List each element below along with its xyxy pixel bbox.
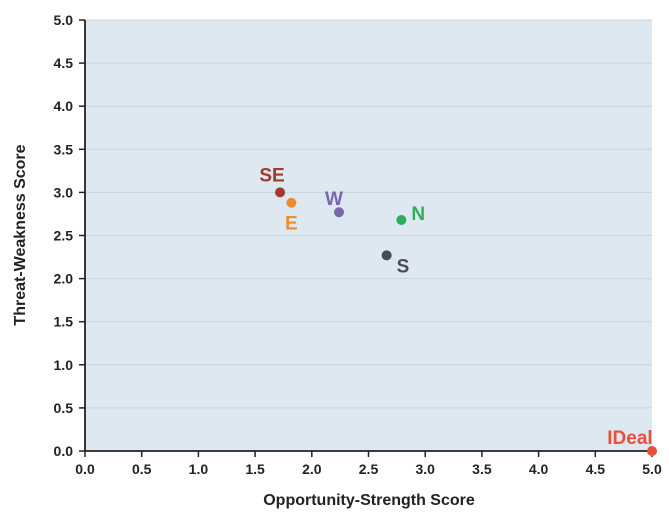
y-tick-labels: 0.0 0.5 1.0 1.5 2.0 2.5 3.0 3.5 4.0 4.5 5.0 bbox=[54, 12, 74, 459]
y-tick-label: 4.0 bbox=[54, 98, 74, 114]
y-tick-label: 1.0 bbox=[54, 357, 74, 373]
y-tick-label: 2.5 bbox=[54, 228, 74, 244]
point-label-n: N bbox=[411, 204, 425, 225]
point-label-w: W bbox=[325, 189, 343, 210]
x-tick-label: 4.5 bbox=[586, 461, 606, 477]
point-ideal bbox=[647, 446, 657, 456]
x-tick-label: 3.5 bbox=[472, 461, 492, 477]
y-tick-label: 3.0 bbox=[54, 184, 74, 200]
point-n bbox=[396, 214, 407, 225]
x-tick-label: 5.0 bbox=[642, 461, 662, 477]
y-tick-label: 1.5 bbox=[54, 314, 74, 330]
point-label-ideal: IDeal bbox=[607, 428, 652, 449]
y-tick-label: 2.0 bbox=[54, 271, 74, 287]
x-tick-label: 0.5 bbox=[132, 461, 152, 477]
axes bbox=[79, 19, 653, 457]
point-label-e: E bbox=[285, 214, 298, 235]
point-se bbox=[275, 187, 286, 198]
y-axis-title: Threat-Weakness Score bbox=[12, 144, 29, 325]
x-tick-labels: 0.0 0.5 1.0 1.5 2.0 2.5 3.0 3.5 4.0 4.5 5.0 bbox=[75, 461, 662, 477]
point-label-s: S bbox=[397, 256, 410, 277]
point-s bbox=[381, 250, 392, 261]
x-tick-label: 1.5 bbox=[245, 461, 265, 477]
y-tick-label: 0.5 bbox=[54, 400, 74, 416]
point-label-se: SE bbox=[259, 165, 284, 186]
y-tick-label: 3.5 bbox=[54, 141, 74, 157]
x-tick-label: 0.0 bbox=[75, 461, 95, 477]
x-tick-label: 1.0 bbox=[189, 461, 209, 477]
x-tick-label: 4.0 bbox=[529, 461, 549, 477]
y-tick-label: 0.0 bbox=[54, 443, 74, 459]
y-tick-label: 4.5 bbox=[54, 55, 74, 71]
x-tick-label: 2.5 bbox=[359, 461, 379, 477]
y-tick-label: 5.0 bbox=[54, 12, 74, 28]
point-w bbox=[334, 207, 345, 218]
x-tick-label: 3.0 bbox=[415, 461, 435, 477]
data-points: SE E W N S IDeal bbox=[259, 165, 657, 456]
x-axis-title: Opportunity-Strength Score bbox=[263, 492, 475, 509]
point-e bbox=[286, 197, 297, 208]
x-tick-label: 2.0 bbox=[302, 461, 322, 477]
grid-lines bbox=[85, 19, 652, 409]
